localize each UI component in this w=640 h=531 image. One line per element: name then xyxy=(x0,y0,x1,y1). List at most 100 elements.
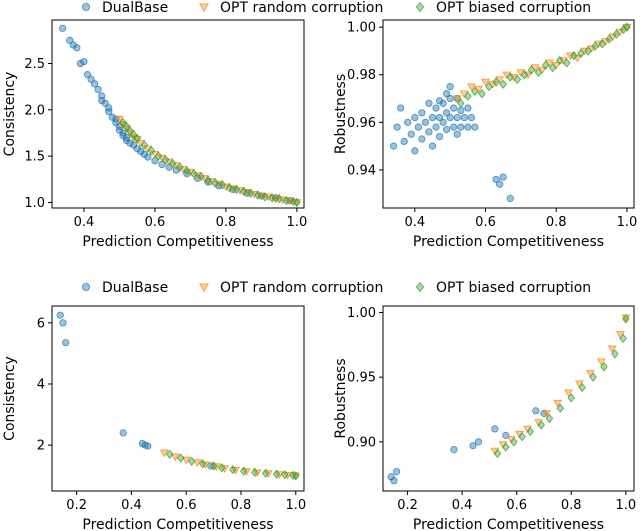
data-point xyxy=(418,109,426,117)
data-point xyxy=(619,24,628,35)
data-point xyxy=(612,29,621,39)
data-point xyxy=(591,41,599,51)
x-tick-label: 0.6 xyxy=(475,215,496,230)
data-point xyxy=(272,469,281,479)
series-triangle-down xyxy=(452,23,632,104)
data-point xyxy=(147,145,156,156)
x-tick-label: 1.0 xyxy=(617,215,638,230)
y-tick-label: 2.0 xyxy=(24,103,45,118)
y-tick-label: 0.95 xyxy=(347,371,376,386)
data-point xyxy=(418,135,426,143)
data-point xyxy=(76,59,84,68)
data-point xyxy=(292,471,300,481)
series-diamond xyxy=(493,314,630,459)
data-point xyxy=(506,72,514,82)
chart-panel-2: 0.4 0.6 0.8 1.0 0.94 0.96 0.98 1.00 Prediction C… xyxy=(333,19,638,250)
x-tick-label: 1.0 xyxy=(287,215,308,230)
data-point xyxy=(397,104,405,112)
plot-frame xyxy=(51,305,305,492)
data-point xyxy=(450,123,458,131)
data-point xyxy=(471,123,479,131)
data-point xyxy=(119,129,127,137)
plot-frame xyxy=(51,19,305,209)
data-point xyxy=(545,413,554,424)
data-point xyxy=(435,113,444,122)
data-point xyxy=(183,166,191,176)
data-point xyxy=(62,339,70,347)
data-point xyxy=(170,453,180,462)
x-tick-label: 0.6 xyxy=(176,498,197,513)
data-point xyxy=(225,182,234,193)
series-circle xyxy=(387,407,548,485)
data-point xyxy=(197,171,205,182)
y-axis-label: Robustness xyxy=(333,358,349,438)
series-circle xyxy=(59,24,294,205)
data-point xyxy=(439,99,447,107)
data-point xyxy=(176,162,184,172)
data-point xyxy=(485,81,493,92)
data-point xyxy=(218,463,226,473)
data-point xyxy=(239,186,248,196)
data-point xyxy=(622,314,630,324)
data-point xyxy=(254,190,262,200)
data-point xyxy=(112,115,120,123)
data-point xyxy=(469,442,477,450)
data-point xyxy=(596,358,606,367)
data-point xyxy=(563,58,571,68)
y-tick-label: 6 xyxy=(37,316,45,331)
data-point xyxy=(502,442,510,452)
x-tick-label: 1.0 xyxy=(615,498,636,513)
y-tick-label: 1.5 xyxy=(24,150,45,165)
chart-panel-3: 0.2 0.4 0.6 0.8 1.0 2 4 6 Prediction Competitive… xyxy=(2,305,306,531)
data-point xyxy=(261,192,269,202)
y-tick-label: 1.0 xyxy=(24,196,45,211)
data-point xyxy=(421,118,430,126)
data-point xyxy=(425,128,433,136)
x-tick-label: 0.2 xyxy=(397,498,418,513)
data-point xyxy=(218,180,227,190)
data-point xyxy=(506,194,514,203)
series-diamond xyxy=(119,118,301,208)
y-tick-label: 2 xyxy=(37,439,45,454)
data-point xyxy=(390,142,398,150)
data-point xyxy=(446,113,454,122)
x-tick-label: 1.0 xyxy=(285,498,306,513)
data-point xyxy=(105,104,113,112)
y-tick-label: 0.96 xyxy=(347,116,376,131)
x-tick-label: 0.6 xyxy=(145,215,166,230)
data-point xyxy=(428,142,437,150)
data-point xyxy=(435,97,444,105)
data-point xyxy=(534,67,543,77)
legend-marker-circle xyxy=(82,282,91,291)
data-point xyxy=(496,180,504,188)
legend-label: OPT random corruption xyxy=(220,280,383,296)
data-point xyxy=(268,193,276,203)
data-point xyxy=(527,65,536,75)
data-point xyxy=(457,106,465,115)
data-point xyxy=(513,74,522,85)
data-point xyxy=(119,132,127,140)
data-point xyxy=(133,133,141,144)
x-tick-label: 0.2 xyxy=(66,498,87,513)
chart-panel-1: 0.4 0.6 0.8 1.0 1.0 1.5 2.0 2.5 Prediction Compe… xyxy=(2,19,308,250)
chart-panel-4: 0.2 0.4 0.6 0.8 1.0 0.90 0.95 1.00 Prediction Co… xyxy=(333,305,636,531)
data-point xyxy=(73,44,81,52)
data-point xyxy=(467,83,476,92)
data-point xyxy=(240,466,248,476)
data-point xyxy=(94,85,102,94)
data-point xyxy=(446,83,454,91)
data-point xyxy=(510,437,518,447)
data-point xyxy=(400,137,408,145)
data-point xyxy=(478,89,486,99)
data-point xyxy=(90,80,99,88)
data-point xyxy=(211,178,219,188)
data-point xyxy=(181,456,191,465)
x-tick-label: 0.4 xyxy=(74,215,95,230)
data-point xyxy=(481,78,490,87)
legend: DualBase OPT random corruption OPT biased … xyxy=(82,280,591,296)
x-tick-label: 0.4 xyxy=(404,215,425,230)
data-point xyxy=(177,453,185,463)
series-triangle-down xyxy=(490,314,631,456)
y-tick-label: 2.5 xyxy=(24,57,45,72)
